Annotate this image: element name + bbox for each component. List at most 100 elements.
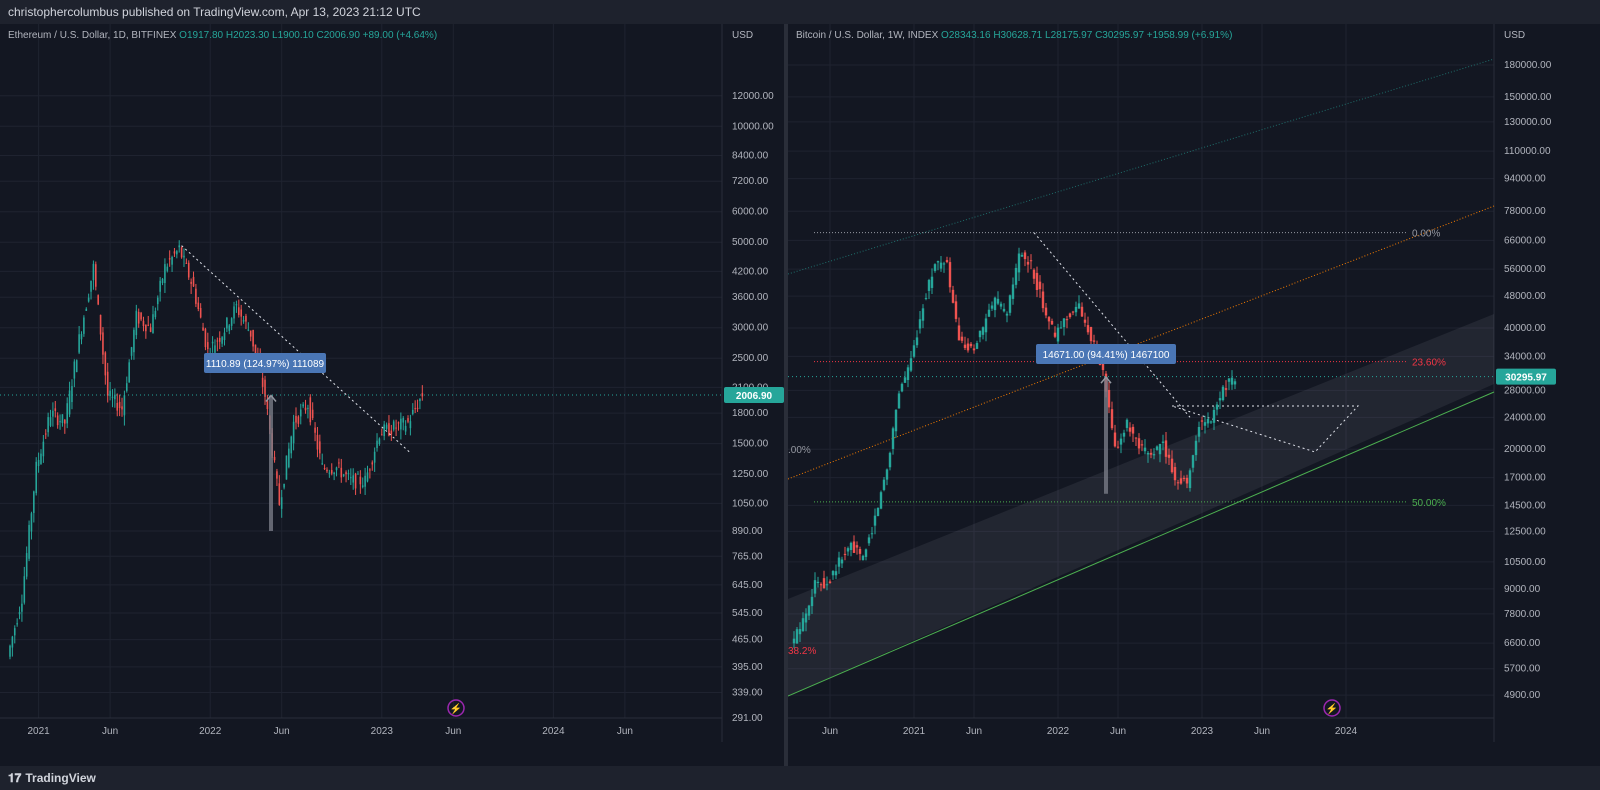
ethereum-ohlc: O1917.80 H2023.30 L1900.10 C2006.90 +89.… — [179, 30, 438, 41]
y-tick-label: 9000.00 — [1504, 584, 1541, 595]
candle-body — [1059, 327, 1063, 329]
y-tick-label: 110000.00 — [1504, 146, 1551, 157]
candle-body — [137, 311, 140, 324]
candle-body — [242, 320, 245, 322]
ethereum-chart[interactable]: 12000.00 10000.00 8400.00 7200.00 6000.00 500… — [0, 24, 784, 766]
candle-body — [197, 302, 200, 309]
candle-body — [125, 383, 128, 391]
channel-support-line — [788, 391, 1495, 697]
candle-body — [876, 507, 880, 517]
candle-body — [106, 371, 109, 396]
candle-body — [419, 399, 421, 402]
candle-body — [933, 264, 937, 271]
regression-channel — [788, 314, 1494, 696]
candle-body — [97, 295, 99, 305]
candle-body — [801, 618, 805, 632]
candle-body — [903, 377, 907, 383]
candle-body — [942, 263, 946, 265]
pane-divider[interactable] — [784, 24, 788, 766]
bitcoin-chart-pane[interactable]: 180000.00 150000.00 130000.00 110000.00 9400… — [788, 24, 1600, 766]
candle-body — [954, 301, 958, 319]
tradingview-brand[interactable]: 𝟏𝟕 TradingView — [8, 770, 96, 786]
candle-body — [1029, 260, 1033, 262]
candle-body — [1014, 267, 1018, 285]
candle-body — [204, 328, 207, 348]
y-tick-label: 10000.00 — [732, 121, 774, 132]
candle-body — [80, 334, 83, 340]
candle-body — [855, 545, 859, 548]
candle-body — [114, 394, 116, 400]
candle-body — [990, 305, 994, 309]
candle-body — [216, 340, 219, 342]
candle-body — [252, 329, 254, 347]
fib-level-0-label: 0.00% — [1412, 229, 1440, 240]
candle-body — [121, 406, 123, 410]
candle-body — [166, 266, 169, 271]
candle-body — [278, 483, 281, 505]
candle-body — [1197, 426, 1201, 437]
candle-body — [66, 403, 68, 424]
ethereum-chart-pane[interactable]: 12000.00 10000.00 8400.00 7200.00 6000.00 500… — [0, 24, 784, 766]
candle-body — [118, 401, 121, 409]
x-tick-label: 2022 — [1047, 726, 1070, 737]
y-tick-label: 14500.00 — [1504, 500, 1546, 511]
candle-body — [83, 317, 85, 334]
candle-body — [951, 289, 955, 303]
y-tick-label: 12000.00 — [732, 91, 774, 102]
candle-body — [852, 541, 856, 553]
candle-body — [798, 629, 802, 635]
candle-body — [187, 262, 190, 278]
candle-body — [75, 360, 78, 373]
candle-body — [52, 410, 54, 417]
candle-body — [156, 297, 159, 305]
candle-body — [897, 393, 901, 409]
candle-body — [1080, 306, 1084, 317]
y-tick-label: 890.00 — [732, 526, 763, 537]
fib-partial-label: .00% — [788, 445, 811, 456]
candle-body — [1143, 447, 1147, 452]
candle-body — [211, 341, 214, 344]
candle-body — [283, 483, 285, 488]
brand-name: TradingView — [25, 771, 96, 785]
candle-body — [292, 421, 295, 444]
candle-body — [64, 419, 66, 424]
candle-body — [102, 332, 104, 355]
candle-body — [1047, 317, 1051, 322]
candle-body — [918, 319, 922, 329]
candle-body — [822, 578, 826, 589]
candle-body — [266, 400, 269, 410]
candle-body — [1227, 378, 1231, 382]
candle-body — [221, 337, 223, 344]
candle-body — [226, 317, 228, 329]
candle-body — [128, 362, 130, 383]
candle-body — [328, 472, 331, 474]
candle-body — [218, 338, 221, 342]
candle-body — [909, 358, 913, 371]
y-tick-label: 2500.00 — [732, 353, 769, 364]
candle-body — [1128, 427, 1132, 432]
publisher-header: christophercolumbus published on Trading… — [0, 0, 1600, 24]
candle-body — [867, 537, 871, 544]
y-tick-label: 24000.00 — [1504, 412, 1546, 423]
candle-body — [357, 473, 359, 475]
x-tick-label: 2024 — [542, 726, 565, 737]
candle-body — [190, 281, 192, 284]
candle-body — [1116, 446, 1120, 448]
last-price-label: 30295.97 — [1505, 373, 1547, 384]
candle-body — [1212, 409, 1216, 423]
candle-body — [152, 314, 154, 334]
candle-body — [388, 423, 390, 436]
y-tick-label: 12500.00 — [1504, 526, 1546, 537]
candle-body — [68, 390, 71, 415]
bitcoin-chart[interactable]: 180000.00 150000.00 130000.00 110000.00 9400… — [788, 24, 1600, 766]
last-price-label: 2006.90 — [736, 391, 773, 402]
candle-body — [1086, 325, 1090, 333]
candle-body — [834, 571, 838, 576]
candle-body — [149, 327, 152, 332]
candle-body — [335, 467, 338, 471]
ethereum-symbol: Ethereum / U.S. Dollar, 1D, BITFINEX — [8, 30, 177, 41]
y-tick-label: 545.00 — [732, 608, 763, 619]
candle-body — [9, 645, 11, 657]
candle-body — [30, 513, 33, 532]
candle-body — [321, 463, 324, 465]
